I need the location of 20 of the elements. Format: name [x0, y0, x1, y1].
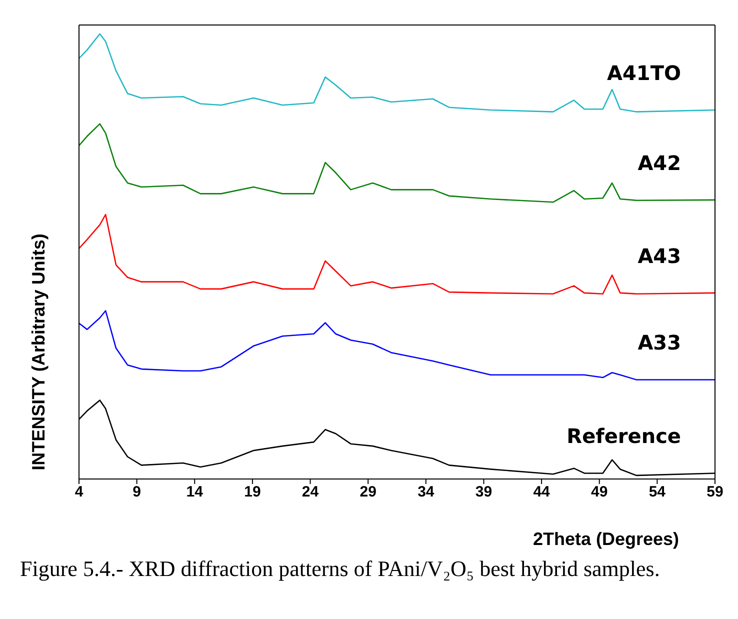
x-tick-label: 14	[186, 484, 204, 501]
series-label: Reference	[566, 424, 681, 448]
x-tick-label: 24	[302, 484, 320, 501]
x-tick-label: 4	[74, 484, 84, 501]
x-tick-label: 44	[533, 484, 551, 501]
x-tick-label: 29	[360, 484, 376, 501]
x-tick-label: 9	[132, 484, 141, 501]
x-tick-label: 59	[706, 484, 724, 501]
x-tick-label: 49	[591, 484, 608, 501]
series-label: A33	[638, 330, 681, 355]
series-label: A43	[638, 244, 681, 268]
text: Figure 5.4.- XRD diffraction patterns of PAni/V₂O₅ best hybrid samples.	[20, 555, 661, 583]
y-axis-title: INTENSITY (Arbitrary Units)	[28, 234, 48, 470]
series-label: A41TO	[607, 61, 681, 86]
x-tick-label: 39	[475, 484, 492, 501]
x-tick-label: 19	[244, 484, 261, 501]
x-tick-label: 34	[418, 484, 435, 501]
series-label: A42	[638, 150, 681, 175]
x-axis-title: 2Theta (Degrees)	[532, 529, 679, 549]
x-tick-label: 54	[648, 484, 666, 501]
